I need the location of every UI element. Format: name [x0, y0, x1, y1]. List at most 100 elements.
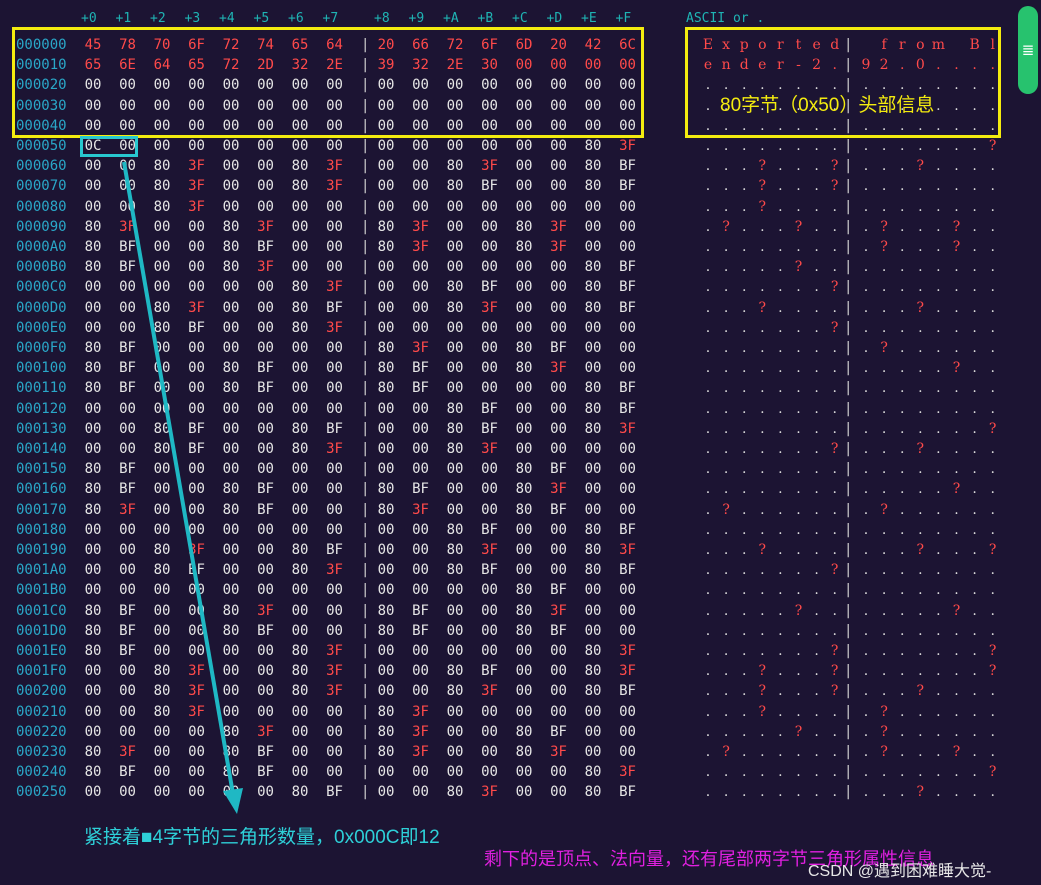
hex-byte[interactable]: 00 [257, 117, 274, 134]
hex-byte[interactable]: 00 [446, 218, 464, 235]
hex-byte[interactable]: 00 [619, 602, 636, 619]
hex-byte[interactable]: 80 [446, 441, 464, 457]
hex-byte[interactable]: 00 [412, 138, 429, 154]
hex-byte[interactable]: 3F [619, 542, 636, 558]
hex-byte[interactable]: 00 [550, 158, 567, 175]
hex-byte[interactable]: 3F [326, 683, 343, 700]
hex-byte[interactable]: 00 [481, 461, 498, 478]
hex-byte[interactable]: 00 [291, 521, 309, 538]
hex-byte[interactable]: 80 [584, 521, 602, 538]
hex-byte[interactable]: 00 [222, 582, 240, 599]
hex-byte[interactable]: 00 [188, 239, 205, 255]
hex-byte[interactable]: 00 [550, 259, 567, 276]
hex-byte[interactable]: 00 [222, 441, 240, 457]
hex-byte[interactable]: BF [481, 178, 498, 195]
hex-byte[interactable]: 00 [377, 441, 395, 457]
hex-byte[interactable]: 00 [550, 420, 567, 437]
hex-byte[interactable]: BF [619, 784, 636, 801]
hex-byte[interactable]: 00 [584, 461, 602, 478]
hex-byte[interactable]: 3F [412, 340, 429, 356]
hex-byte[interactable]: 00 [326, 198, 343, 215]
hex-byte[interactable]: 80 [584, 764, 602, 781]
hex-byte[interactable]: 00 [515, 663, 533, 680]
hex-byte[interactable]: BF [326, 542, 343, 558]
hex-byte[interactable]: 00 [257, 542, 274, 558]
hex-byte[interactable]: 00 [188, 481, 205, 498]
hex-byte[interactable]: 00 [377, 279, 395, 296]
hex-byte[interactable]: 80 [584, 784, 602, 801]
hex-byte[interactable]: 00 [377, 117, 395, 134]
hex-byte[interactable]: 00 [619, 198, 636, 215]
hex-byte[interactable]: 80 [222, 239, 240, 255]
hex-byte[interactable]: 00 [257, 441, 274, 457]
hex-byte[interactable]: 00 [153, 279, 171, 296]
hex-byte[interactable]: 00 [550, 77, 567, 94]
hex-byte[interactable]: BF [481, 521, 498, 538]
hex-byte[interactable]: 00 [153, 784, 171, 801]
hex-byte[interactable]: 00 [119, 279, 136, 296]
hex-byte[interactable]: 00 [412, 683, 429, 700]
hex-byte[interactable]: 00 [515, 420, 533, 437]
hex-byte[interactable]: 00 [222, 683, 240, 700]
hex-byte[interactable]: 80 [584, 420, 602, 437]
hex-byte[interactable]: 00 [377, 663, 395, 680]
hex-byte[interactable]: 00 [222, 77, 240, 94]
hex-byte[interactable]: 00 [257, 198, 274, 215]
hex-byte[interactable]: 00 [222, 663, 240, 680]
hex-byte[interactable]: 00 [326, 97, 343, 114]
hex-byte[interactable]: 3F [481, 683, 498, 700]
hex-byte[interactable]: 00 [257, 319, 274, 336]
hex-byte[interactable]: 00 [257, 420, 274, 437]
hex-byte[interactable]: BF [119, 259, 136, 276]
hex-byte[interactable]: 00 [481, 622, 498, 639]
hex-byte[interactable]: 80 [446, 784, 464, 801]
hex-byte[interactable]: 00 [377, 683, 395, 700]
hex-byte[interactable]: 00 [153, 723, 171, 740]
hex-byte[interactable]: 00 [412, 198, 429, 215]
hex-byte[interactable]: 00 [257, 461, 274, 478]
hex-byte[interactable]: 00 [153, 643, 171, 659]
hex-byte[interactable]: 00 [481, 97, 498, 114]
hex-byte[interactable]: 80 [377, 501, 395, 518]
hex-byte[interactable]: 00 [515, 198, 533, 215]
hex-byte[interactable]: 3F [412, 218, 429, 235]
hex-byte[interactable]: 3F [619, 764, 636, 781]
hex-byte[interactable]: 00 [188, 723, 205, 740]
hex-byte[interactable]: 00 [584, 239, 602, 255]
hex-byte[interactable]: 72 [446, 37, 464, 53]
hex-byte[interactable]: 00 [584, 441, 602, 457]
hex-byte[interactable]: 00 [550, 663, 567, 680]
hex-byte[interactable]: 00 [291, 400, 309, 417]
hex-byte[interactable]: 00 [481, 117, 498, 134]
hex-byte[interactable]: 80 [446, 279, 464, 296]
hex-byte[interactable]: 00 [446, 461, 464, 478]
hex-byte[interactable]: 00 [326, 117, 343, 134]
hex-byte[interactable]: BF [119, 602, 136, 619]
hex-byte[interactable]: 3F [326, 663, 343, 680]
hex-byte[interactable]: 00 [481, 744, 498, 760]
hex-byte[interactable]: 00 [257, 562, 274, 579]
hex-byte[interactable]: 00 [188, 501, 205, 518]
hex-byte[interactable]: 00 [619, 340, 636, 356]
hex-byte[interactable]: 00 [153, 138, 171, 154]
hex-byte[interactable]: 00 [222, 97, 240, 114]
hex-byte[interactable]: 00 [222, 521, 240, 538]
hex-byte[interactable]: 00 [153, 501, 171, 518]
hex-byte[interactable]: 00 [515, 400, 533, 417]
hex-byte[interactable]: 80 [222, 481, 240, 498]
hex-byte[interactable]: 80 [584, 299, 602, 316]
hex-byte[interactable]: 80 [153, 420, 171, 437]
hex-byte[interactable]: 00 [326, 582, 343, 599]
hex-byte[interactable]: 00 [584, 703, 602, 720]
hex-byte[interactable]: 80 [377, 622, 395, 639]
hex-byte[interactable]: 65 [188, 57, 205, 74]
hex-byte[interactable]: 00 [257, 683, 274, 700]
hex-byte[interactable]: 00 [550, 562, 567, 579]
hex-byte[interactable]: 00 [584, 723, 602, 740]
hex-byte[interactable]: 3F [550, 218, 567, 235]
hex-byte[interactable]: 80 [377, 218, 395, 235]
hex-byte[interactable]: 00 [257, 97, 274, 114]
hex-byte[interactable]: BF [257, 380, 274, 397]
hex-byte[interactable]: 00 [550, 319, 567, 336]
hex-byte[interactable]: 00 [377, 521, 395, 538]
